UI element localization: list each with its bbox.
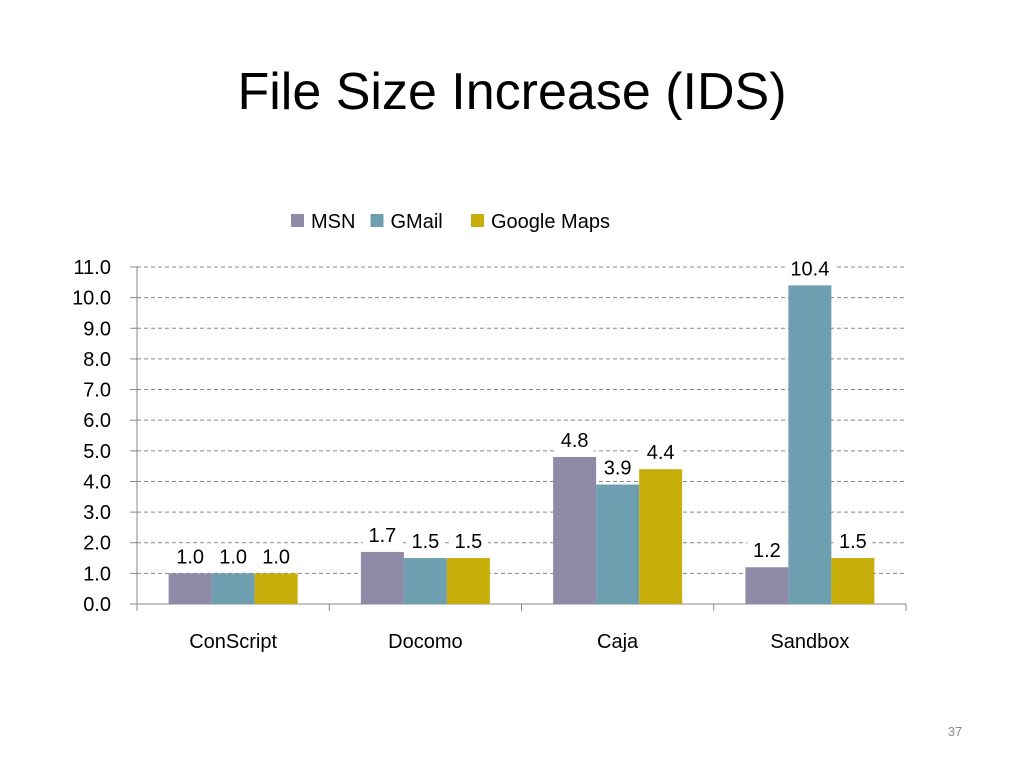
data-label-bg [405,528,445,554]
data-label: 10.4 [790,258,829,280]
x-tick-label: Docomo [388,631,462,653]
bar [553,456,597,604]
legend-label: MSN [311,211,355,233]
y-tick-label: 1.0 [83,563,111,585]
data-label: 4.8 [561,430,589,452]
slide-number: 37 [947,724,963,739]
y-tick-label: 9.0 [83,318,111,340]
bar [831,558,875,604]
data-label-bg [256,543,296,569]
y-tick-label: 7.0 [83,380,111,402]
bar [403,558,447,604]
data-label: 1.2 [753,540,781,562]
bar [745,567,789,604]
data-label-bg [170,543,210,569]
x-tick-label: Sandbox [770,631,849,653]
bar [360,551,404,604]
y-tick-label: 8.0 [83,349,111,371]
data-label: 4.4 [647,442,675,464]
x-tick-label: ConScript [189,631,277,653]
data-label-bg [555,426,595,452]
bar [639,469,683,604]
bar [446,558,490,604]
data-label: 1.5 [411,531,439,553]
y-tick-label: 0.0 [83,594,111,616]
legend-label: Google Maps [491,211,610,233]
data-label-bg [362,521,402,547]
bar [168,573,212,604]
data-label: 1.0 [176,546,204,568]
y-tick-label: 6.0 [83,410,111,432]
data-label-bg [598,454,638,480]
data-label: 3.9 [604,458,632,480]
y-tick-label: 5.0 [83,441,111,463]
data-label-bg [784,255,835,281]
legend-swatch [370,214,384,227]
data-label-bg [213,543,253,569]
legend-label: GMail [391,211,443,233]
legend-swatch [471,214,484,227]
legend-swatch [291,214,304,227]
bar [788,285,832,604]
slide-title: File Size Increase (IDS) [237,63,787,121]
data-label: 1.0 [262,546,290,568]
data-label-bg [448,528,488,554]
y-tick-label: 2.0 [83,533,111,555]
bar [596,484,640,604]
data-label: 1.7 [368,525,396,547]
x-tick-label: Caja [597,631,639,653]
bar [211,573,255,604]
y-tick-label: 11.0 [74,257,111,279]
data-label-bg [641,439,681,465]
data-label: 1.0 [219,546,247,568]
y-tick-label: 4.0 [83,471,111,493]
data-label: 1.5 [839,531,867,553]
y-tick-label: 3.0 [83,502,111,524]
data-label-bg [747,537,787,563]
data-label: 1.5 [454,531,482,553]
bar [254,573,298,604]
data-label-bg [833,528,873,554]
y-tick-label: 10.0 [72,288,111,310]
